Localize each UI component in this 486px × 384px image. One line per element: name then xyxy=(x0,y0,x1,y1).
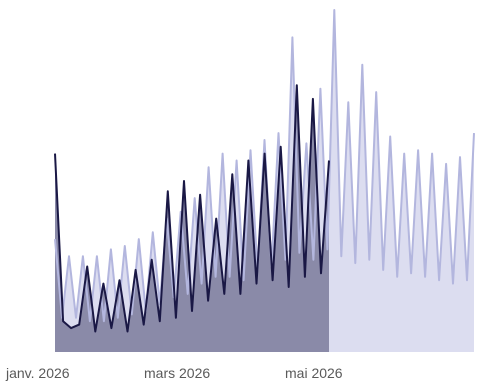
full-period-line xyxy=(54,9,475,323)
selected-period-area-layer xyxy=(55,85,329,352)
selected-period-line xyxy=(54,84,330,333)
selected-period-area xyxy=(55,85,329,352)
x-tick-label-mar: mars 2026 xyxy=(144,365,210,381)
x-tick-label-jan: janv. 2026 xyxy=(5,365,70,381)
x-tick-label-may: mai 2026 xyxy=(285,365,343,381)
selected-period-line-layer xyxy=(54,84,330,333)
x-axis-ticks: janv. 2026 mars 2026 mai 2026 xyxy=(5,365,343,381)
full-period-line-layer xyxy=(54,9,475,323)
